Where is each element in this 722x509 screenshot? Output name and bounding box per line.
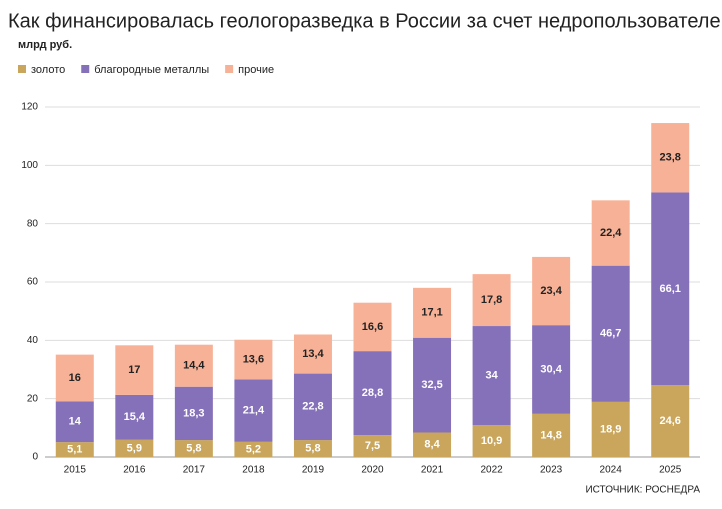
data-label: 18,9 [600,423,621,435]
data-label: 14,4 [183,360,205,372]
legend-swatch [225,65,234,73]
y-tick-label: 120 [21,102,38,113]
bar-segment [591,200,630,266]
bar-segment [532,256,571,326]
data-label: 8,4 [424,439,440,451]
y-tick-label: 40 [27,335,39,346]
chart-subtitle: млрд руб. [18,39,72,51]
bar-segment [651,123,690,193]
data-label: 14 [69,416,82,428]
legend-swatch [81,65,90,73]
data-label: 5,1 [67,443,82,455]
bar-segment [115,439,154,457]
data-label: 46,7 [600,328,621,340]
data-label: 23,4 [540,285,562,297]
data-label: 7,5 [365,440,380,452]
x-tick-label: 2017 [183,465,206,476]
data-label: 22,4 [600,227,622,239]
y-tick-label: 80 [27,218,39,229]
bar-segment [115,345,154,395]
data-label: 5,2 [246,443,261,455]
x-tick-label: 2022 [480,465,503,476]
bar-segment [293,440,332,457]
x-tick-label: 2024 [600,465,623,476]
bar-segment [174,386,213,441]
bar-segment [174,344,213,387]
data-label: 66,1 [660,283,681,295]
x-tick-label: 2016 [123,465,146,476]
legend-swatch [18,65,26,73]
bar-segment [472,274,511,327]
bar-segment [413,287,452,338]
data-label: 23,8 [660,152,681,164]
bar-segment [174,440,213,457]
y-tick-label: 100 [21,160,38,171]
chart-title: Как финансировалась геологоразведка в Ро… [8,10,722,32]
data-label: 28,8 [362,387,383,399]
data-label: 13,4 [302,348,324,360]
bar-segment [293,373,332,441]
y-tick-label: 0 [32,452,38,463]
data-label: 15,4 [124,411,146,423]
source: ИСТОЧНИК: РОСНЕДРА [585,485,700,496]
bar-segment [532,413,571,457]
bar-segment [293,334,332,374]
data-label: 32,5 [421,379,442,391]
y-tick-label: 20 [27,393,39,404]
bar-segment [532,325,571,414]
bar-segment [591,401,630,457]
bar-segment [55,401,94,443]
data-label: 24,6 [660,415,681,427]
bar-segment [472,425,511,457]
data-label: 30,4 [540,363,562,375]
x-tick-label: 2021 [421,465,444,476]
data-label: 16,6 [362,321,383,333]
x-tick-label: 2020 [361,465,384,476]
data-label: 21,4 [243,405,265,417]
bar-segment [55,354,94,402]
data-label: 17 [128,364,140,376]
x-tick-label: 2019 [302,465,325,476]
legend-label: благородные металлы [94,64,209,76]
x-tick-label: 2025 [659,465,682,476]
data-label: 13,6 [243,353,264,365]
bar-segment [353,302,392,352]
data-label: 17,1 [421,307,442,319]
bar-segment [353,351,392,436]
y-tick-label: 60 [27,277,39,288]
legend-label: прочие [238,64,274,76]
bar-segment [413,432,452,457]
data-label: 5,9 [127,442,142,454]
bar-segment [472,326,511,426]
bar-segment [353,435,392,457]
bar-segment [234,441,273,457]
x-tick-label: 2023 [540,465,563,476]
data-label: 14,8 [540,429,561,441]
bar-segment [651,385,690,457]
x-tick-label: 2018 [242,465,265,476]
data-label: 22,8 [302,401,323,413]
data-label: 10,9 [481,435,502,447]
bar-segment [413,337,452,433]
bar-segment [55,442,94,457]
data-label: 17,8 [481,294,502,306]
data-label: 5,8 [305,442,320,454]
data-label: 16 [69,372,81,384]
x-tick-label: 2015 [64,465,87,476]
bar-segment [651,192,690,386]
bar-segment [234,379,273,442]
data-label: 34 [485,370,498,382]
data-label: 18,3 [183,407,204,419]
bar-segment [591,265,630,402]
bar-segment [234,339,273,380]
bar-segment [115,394,154,440]
data-label: 5,8 [186,442,201,454]
legend-label: золото [31,64,65,76]
